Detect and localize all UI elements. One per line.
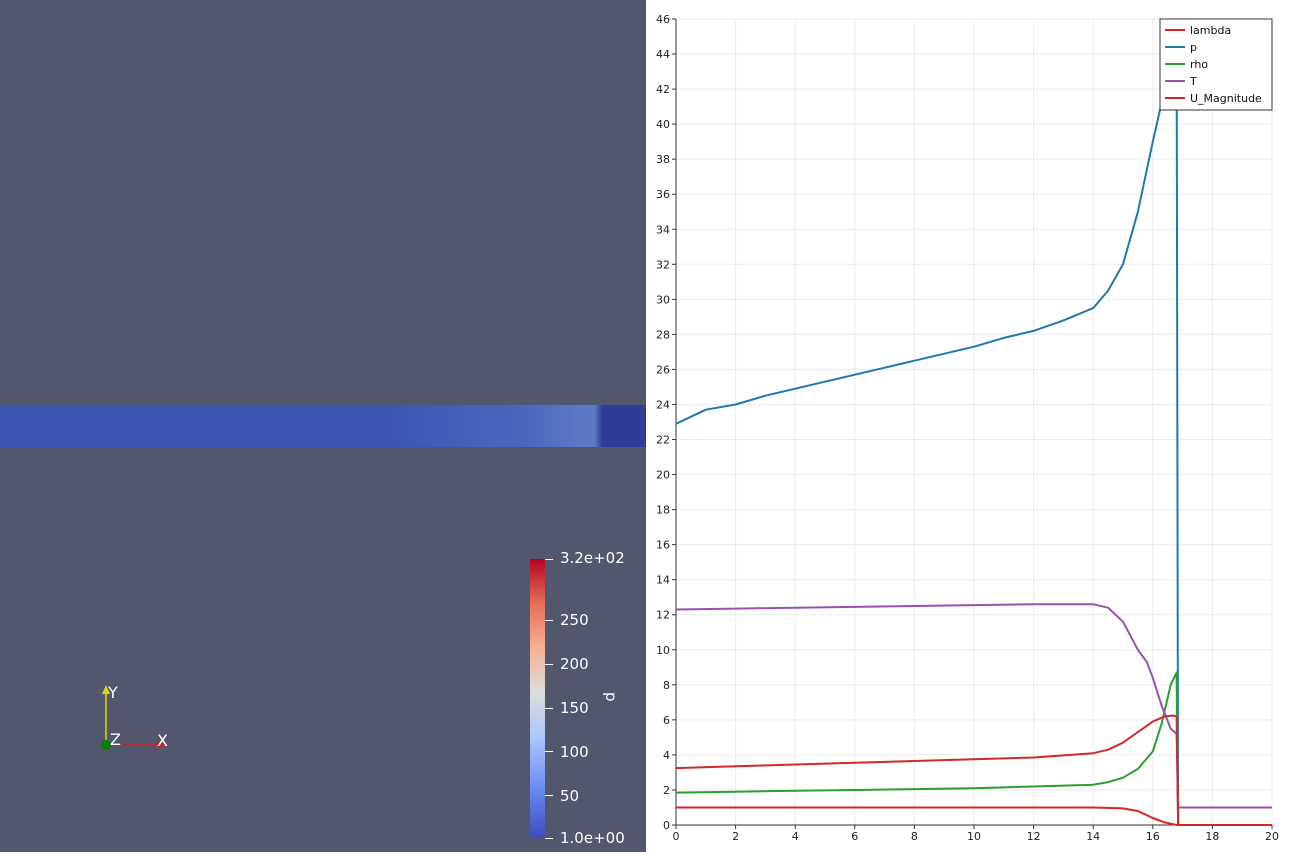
y-tick-label: 24 bbox=[656, 398, 670, 411]
colorbar-tick bbox=[545, 664, 553, 665]
colorbar-tick bbox=[545, 620, 553, 621]
y-axis-label: Y bbox=[108, 683, 118, 702]
legend-entry: T bbox=[1189, 75, 1197, 88]
y-tick-label: 4 bbox=[663, 749, 670, 762]
line-chart-view[interactable]: 0 2 4 6 8 10 12 14 16 18 20 22 24 26 28 30 32 34 36 38 40 42 4… bbox=[646, 0, 1292, 852]
y-tick-label: 18 bbox=[656, 504, 670, 517]
y-tick-label: 32 bbox=[656, 258, 670, 271]
y-tick-label: 12 bbox=[656, 609, 670, 622]
legend-entry: rho bbox=[1190, 58, 1208, 71]
orientation-axes-icon bbox=[101, 685, 166, 750]
y-tick-label: 16 bbox=[656, 539, 670, 552]
y-tick-label: 34 bbox=[656, 223, 670, 236]
x-tick-label: 20 bbox=[1265, 830, 1279, 843]
y-tick-label: 46 bbox=[656, 13, 670, 26]
z-axis-dot bbox=[101, 740, 111, 750]
x-tick-label: 8 bbox=[911, 830, 918, 843]
x-tick-label: 16 bbox=[1146, 830, 1160, 843]
y-tick-label: 42 bbox=[656, 83, 670, 96]
colorbar-gradient bbox=[530, 559, 545, 838]
x-tick-label: 18 bbox=[1205, 830, 1219, 843]
colorbar-tick bbox=[545, 795, 553, 796]
y-tick-label: 8 bbox=[663, 679, 670, 692]
colorbar-tick bbox=[545, 751, 553, 752]
y-tick-label: 10 bbox=[656, 644, 670, 657]
legend-entry: p bbox=[1190, 41, 1197, 54]
series-line-t bbox=[675, 603, 1272, 809]
y-tick-label: 30 bbox=[656, 293, 670, 306]
colorbar-tick-label: 200 bbox=[560, 655, 589, 673]
render-view[interactable]: 3.2e+02 250 200 150 100 50 1.0e+00 p Y X… bbox=[0, 0, 646, 852]
x-tick-label: 4 bbox=[792, 830, 799, 843]
colorbar-tick-label: 250 bbox=[560, 611, 589, 629]
colorbar-tick bbox=[545, 708, 553, 709]
series-line-rho bbox=[675, 671, 1272, 826]
y-tick-label: 2 bbox=[663, 784, 670, 797]
y-tick-label: 38 bbox=[656, 153, 670, 166]
x-tick-label: 0 bbox=[673, 830, 680, 843]
series-line-u-magnitude bbox=[675, 714, 1272, 826]
y-tick-label: 6 bbox=[663, 714, 670, 727]
colorbar-tick-label: 50 bbox=[560, 787, 580, 805]
y-tick-label: 28 bbox=[656, 328, 670, 341]
pressure-field-bar bbox=[0, 405, 646, 447]
colorbar-min-label: 1.0e+00 bbox=[560, 829, 625, 847]
y-tick-label: 22 bbox=[656, 434, 670, 447]
colorbar-title: p bbox=[602, 692, 620, 702]
x-tick-label: 2 bbox=[732, 830, 739, 843]
legend-entry: U_Magnitude bbox=[1190, 92, 1262, 105]
x-tick-label: 6 bbox=[851, 830, 858, 843]
z-axis-label: Z bbox=[110, 730, 121, 749]
y-axis-arrowhead bbox=[102, 685, 110, 694]
x-axis-arrowhead bbox=[157, 741, 166, 749]
x-axis-label: X bbox=[157, 731, 168, 750]
y-tick-label: 40 bbox=[656, 118, 670, 131]
colorbar-tick bbox=[545, 559, 553, 560]
x-tick-label: 12 bbox=[1027, 830, 1041, 843]
colorbar-tick bbox=[545, 838, 553, 839]
colorbar-max-label: 3.2e+02 bbox=[560, 549, 625, 567]
legend-entry: lambda bbox=[1190, 24, 1231, 37]
y-tick-label: 44 bbox=[656, 48, 670, 61]
colorbar-tick-label: 150 bbox=[560, 699, 589, 717]
y-tick-label: 20 bbox=[656, 469, 670, 482]
line-chart: 0246810121416182022242628303234363840424… bbox=[656, 13, 1279, 843]
y-tick-label: 36 bbox=[656, 188, 670, 201]
y-tick-label: 14 bbox=[656, 574, 670, 587]
x-tick-label: 10 bbox=[967, 830, 981, 843]
y-tick-label: 0 bbox=[663, 819, 670, 832]
x-tick-label: 14 bbox=[1086, 830, 1100, 843]
y-tick-label: 26 bbox=[656, 363, 670, 376]
colorbar-tick-label: 100 bbox=[560, 743, 589, 761]
